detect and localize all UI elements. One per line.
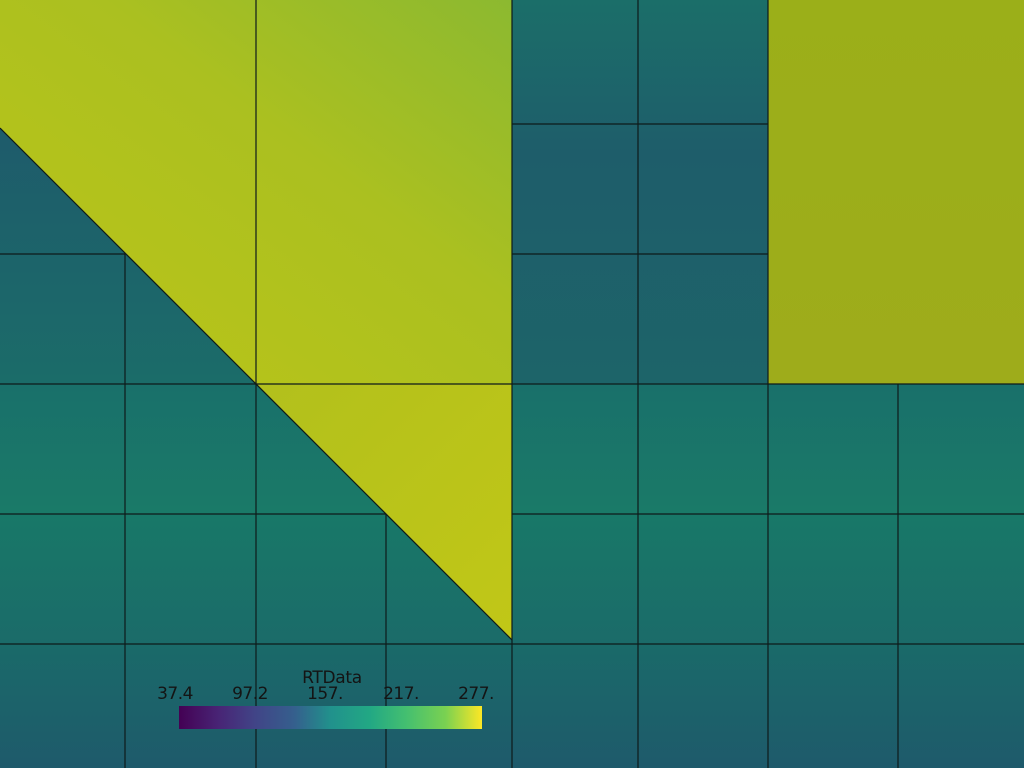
- colorbar-gradient: [179, 706, 482, 729]
- scalar-bar-tick-label: 277.: [458, 684, 494, 704]
- scalar-bar-tick-label: 157.: [307, 684, 343, 704]
- scalar-bar-colorbar: [179, 706, 482, 729]
- scalar-bar-tick-label: 97.2: [232, 684, 268, 704]
- scalar-bar-tick-label: 217.: [383, 684, 419, 704]
- olive-block-top-right: [768, 0, 1024, 384]
- scalar-bar-title: RTData: [302, 668, 362, 688]
- scalar-bar-tick-label: 37.4: [157, 684, 193, 704]
